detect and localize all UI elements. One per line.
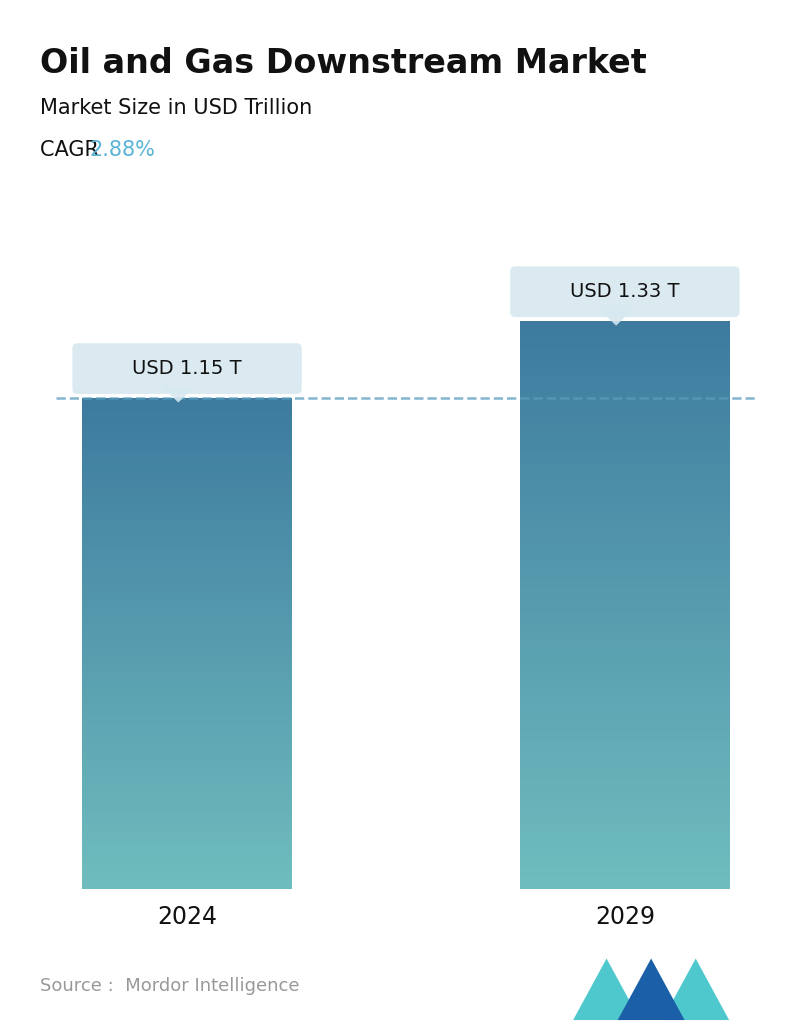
Polygon shape — [618, 959, 685, 1020]
Text: Source :  Mordor Intelligence: Source : Mordor Intelligence — [40, 977, 299, 995]
Text: 2024: 2024 — [157, 905, 217, 929]
Polygon shape — [573, 959, 640, 1020]
Polygon shape — [163, 388, 193, 402]
Text: USD 1.15 T: USD 1.15 T — [132, 359, 242, 378]
FancyBboxPatch shape — [72, 343, 302, 394]
Text: Market Size in USD Trillion: Market Size in USD Trillion — [40, 98, 312, 118]
Text: USD 1.33 T: USD 1.33 T — [570, 282, 680, 301]
FancyBboxPatch shape — [510, 267, 739, 317]
Text: 2.88%: 2.88% — [89, 140, 155, 159]
Text: CAGR: CAGR — [40, 140, 105, 159]
Text: 2029: 2029 — [595, 905, 655, 929]
Text: Oil and Gas Downstream Market: Oil and Gas Downstream Market — [40, 47, 646, 80]
Polygon shape — [662, 959, 729, 1020]
Polygon shape — [601, 311, 631, 326]
